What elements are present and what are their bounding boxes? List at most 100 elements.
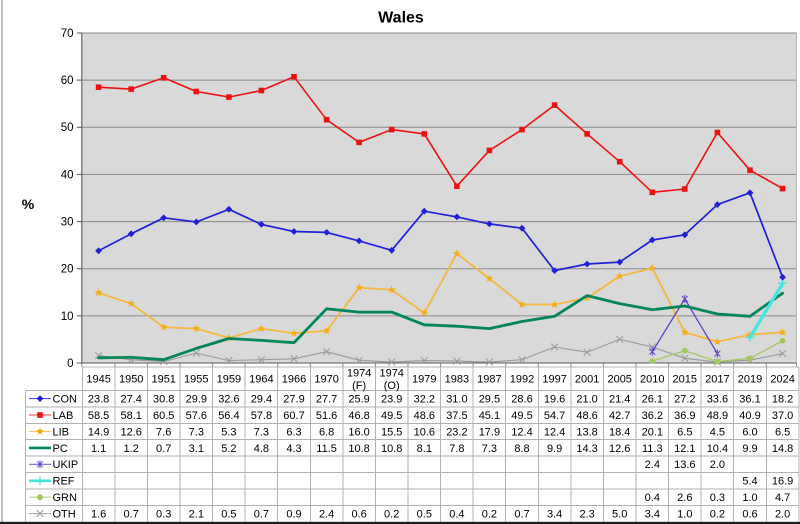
svg-text:30: 30 xyxy=(61,217,74,229)
svg-text:7.3: 7.3 xyxy=(189,426,204,438)
svg-text:5.2: 5.2 xyxy=(221,443,236,455)
svg-text:4.3: 4.3 xyxy=(286,443,301,455)
svg-text:2010: 2010 xyxy=(640,374,664,386)
svg-text:20.1: 20.1 xyxy=(642,426,663,438)
svg-text:4.8: 4.8 xyxy=(254,443,269,455)
svg-text:LAB: LAB xyxy=(53,410,74,422)
svg-text:6.8: 6.8 xyxy=(319,426,334,438)
svg-text:2.0: 2.0 xyxy=(775,509,790,521)
svg-text:0.4: 0.4 xyxy=(645,492,660,504)
svg-text:13.6: 13.6 xyxy=(674,459,695,471)
svg-text:29.4: 29.4 xyxy=(251,394,272,406)
svg-text:1992: 1992 xyxy=(510,374,534,386)
svg-text:0.2: 0.2 xyxy=(482,509,497,521)
svg-text:2017: 2017 xyxy=(705,374,729,386)
svg-text:8.8: 8.8 xyxy=(514,443,529,455)
svg-text:57.8: 57.8 xyxy=(251,410,272,422)
svg-text:6.5: 6.5 xyxy=(775,426,790,438)
svg-text:(O): (O) xyxy=(384,380,400,392)
svg-text:18.4: 18.4 xyxy=(609,426,630,438)
svg-text:0.6: 0.6 xyxy=(351,509,366,521)
svg-text:10: 10 xyxy=(61,311,74,323)
svg-text:28.6: 28.6 xyxy=(511,394,532,406)
svg-text:2.4: 2.4 xyxy=(645,459,660,471)
svg-text:2.1: 2.1 xyxy=(189,509,204,521)
svg-text:GRN: GRN xyxy=(53,492,78,504)
svg-text:2.4: 2.4 xyxy=(319,509,334,521)
svg-text:1997: 1997 xyxy=(542,374,566,386)
svg-text:13.8: 13.8 xyxy=(576,426,597,438)
svg-text:3.1: 3.1 xyxy=(189,443,204,455)
svg-text:1974: 1974 xyxy=(347,368,371,380)
svg-text:16.9: 16.9 xyxy=(772,476,793,488)
svg-text:18.2: 18.2 xyxy=(772,394,793,406)
svg-text:70: 70 xyxy=(61,28,74,40)
svg-text:29.5: 29.5 xyxy=(479,394,500,406)
svg-text:27.7: 27.7 xyxy=(316,394,337,406)
svg-text:0.3: 0.3 xyxy=(710,492,725,504)
svg-text:48.6: 48.6 xyxy=(414,410,435,422)
svg-text:25.9: 25.9 xyxy=(348,394,369,406)
svg-text:60.5: 60.5 xyxy=(153,410,174,422)
svg-text:10.4: 10.4 xyxy=(707,443,728,455)
svg-text:1.6: 1.6 xyxy=(91,509,106,521)
svg-text:1955: 1955 xyxy=(184,374,208,386)
svg-text:LIB: LIB xyxy=(53,426,70,438)
svg-text:9.9: 9.9 xyxy=(742,443,757,455)
svg-text:4.5: 4.5 xyxy=(710,426,725,438)
svg-text:6.5: 6.5 xyxy=(677,426,692,438)
svg-text:3.4: 3.4 xyxy=(645,509,660,521)
svg-text:40.9: 40.9 xyxy=(739,410,760,422)
svg-text:0.6: 0.6 xyxy=(742,509,757,521)
svg-text:30.8: 30.8 xyxy=(153,394,174,406)
svg-text:12.6: 12.6 xyxy=(120,426,141,438)
svg-text:7.3: 7.3 xyxy=(254,426,269,438)
svg-text:6.0: 6.0 xyxy=(742,426,757,438)
svg-text:2.0: 2.0 xyxy=(710,459,725,471)
svg-text:50: 50 xyxy=(61,122,74,134)
svg-text:7.3: 7.3 xyxy=(482,443,497,455)
svg-text:23.8: 23.8 xyxy=(88,394,109,406)
svg-text:10.6: 10.6 xyxy=(414,426,435,438)
svg-text:27.9: 27.9 xyxy=(283,394,304,406)
svg-text:12.6: 12.6 xyxy=(609,443,630,455)
svg-text:REF: REF xyxy=(53,476,75,488)
svg-text:2.6: 2.6 xyxy=(677,492,692,504)
svg-text:49.5: 49.5 xyxy=(381,410,402,422)
svg-text:1951: 1951 xyxy=(151,374,175,386)
svg-text:12.1: 12.1 xyxy=(674,443,695,455)
svg-text:60: 60 xyxy=(61,75,74,87)
svg-text:0.7: 0.7 xyxy=(514,509,529,521)
svg-text:58.1: 58.1 xyxy=(120,410,141,422)
svg-text:12.4: 12.4 xyxy=(544,426,565,438)
svg-text:2019: 2019 xyxy=(738,374,762,386)
svg-text:0.3: 0.3 xyxy=(156,509,171,521)
svg-text:21.4: 21.4 xyxy=(609,394,630,406)
svg-text:46.8: 46.8 xyxy=(348,410,369,422)
svg-text:54.7: 54.7 xyxy=(544,410,565,422)
svg-text:32.2: 32.2 xyxy=(414,394,435,406)
svg-text:37.0: 37.0 xyxy=(772,410,793,422)
svg-text:58.5: 58.5 xyxy=(88,410,109,422)
svg-text:36.1: 36.1 xyxy=(739,394,760,406)
svg-text:57.6: 57.6 xyxy=(186,410,207,422)
svg-text:0.5: 0.5 xyxy=(221,509,236,521)
svg-text:48.9: 48.9 xyxy=(707,410,728,422)
svg-text:5.4: 5.4 xyxy=(742,476,757,488)
svg-text:1950: 1950 xyxy=(119,374,143,386)
svg-text:19.6: 19.6 xyxy=(544,394,565,406)
svg-text:1983: 1983 xyxy=(445,374,469,386)
svg-text:10.8: 10.8 xyxy=(348,443,369,455)
svg-text:2001: 2001 xyxy=(575,374,599,386)
svg-text:17.9: 17.9 xyxy=(479,426,500,438)
svg-text:27.2: 27.2 xyxy=(674,394,695,406)
svg-text:48.6: 48.6 xyxy=(576,410,597,422)
svg-text:0.7: 0.7 xyxy=(156,443,171,455)
svg-text:26.1: 26.1 xyxy=(642,394,663,406)
svg-text:7.8: 7.8 xyxy=(449,443,464,455)
svg-text:40: 40 xyxy=(61,169,74,181)
svg-text:5.3: 5.3 xyxy=(221,426,236,438)
svg-text:27.4: 27.4 xyxy=(120,394,141,406)
svg-text:1.0: 1.0 xyxy=(742,492,757,504)
svg-text:1.2: 1.2 xyxy=(124,443,139,455)
